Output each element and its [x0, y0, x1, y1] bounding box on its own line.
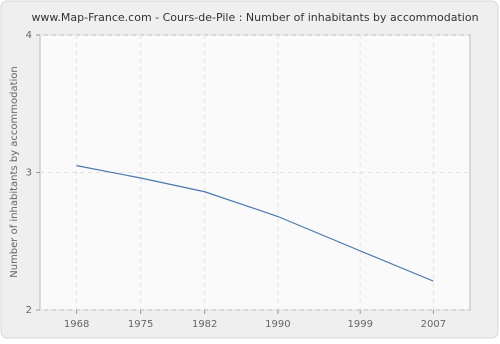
y-tick-label: 2: [26, 305, 32, 316]
x-tick-label: 1999: [347, 319, 372, 330]
x-tick-label: 1975: [128, 319, 153, 330]
y-tick-label: 4: [26, 30, 32, 41]
y-tick-label: 3: [26, 168, 32, 179]
x-tick-label: 1968: [64, 319, 89, 330]
data-line: [76, 165, 434, 282]
x-tick-label: 2007: [421, 319, 446, 330]
x-tick-label: 1990: [265, 319, 290, 330]
y-axis-label: Number of inhabitants by accommodation: [9, 66, 20, 278]
chart-title: www.Map-France.com - Cours-de-Pile : Num…: [31, 11, 478, 24]
x-tick-label: 1982: [192, 319, 217, 330]
